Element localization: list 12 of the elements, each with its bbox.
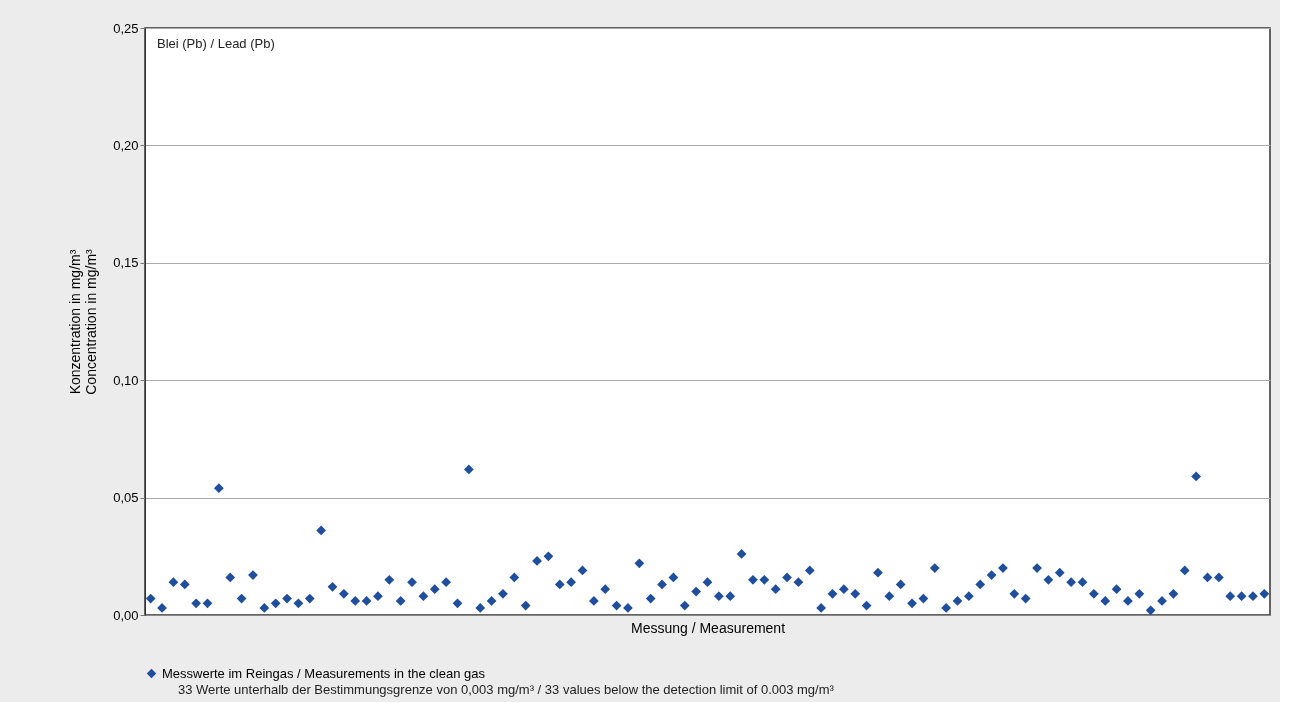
- annotation: Blei (Pb) / Lead (Pb): [157, 36, 275, 51]
- legend-label: Messwerte im Reingas / Measurements in the clean gas: [162, 665, 486, 681]
- text: Konzentration in mg/m³: [67, 249, 84, 395]
- text: 33 Werte unterhalb der Bestimmungsgrenze von 0,003 mg/m³ / 33 values below the detection limit of 0.003 mg/m³: [178, 682, 835, 697]
- y-tick-label: 0,25: [113, 20, 139, 36]
- y-tick-label: 0,15: [113, 255, 139, 271]
- y-tick-label: 0,20: [113, 137, 139, 153]
- y-tick-label: 0,10: [113, 372, 139, 388]
- x-axis-title: Messung / Measurement: [630, 619, 786, 636]
- text: Concentration in mg/m³: [83, 249, 100, 395]
- y-tick-label: 0,05: [113, 490, 139, 506]
- y-tick-label: 0,00: [113, 607, 139, 623]
